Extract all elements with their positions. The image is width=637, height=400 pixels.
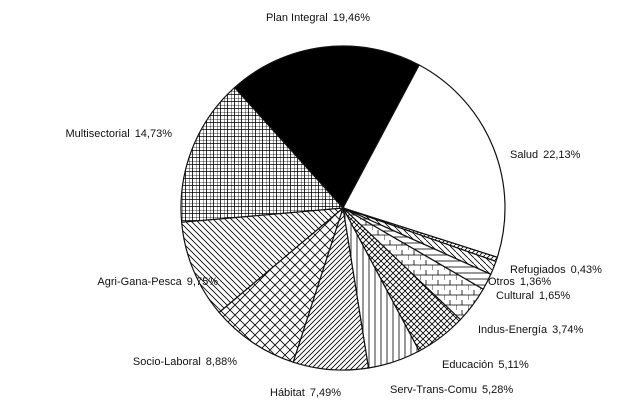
slice-label: Socio-Laboral 8,88% — [133, 356, 237, 368]
pie-slice — [342, 64, 506, 259]
category-name: Refugiados — [510, 264, 566, 276]
slice-label: Multisectorial 14,73% — [66, 128, 173, 140]
slice-label: Plan Integral 19,46% — [266, 12, 370, 24]
slice-label: Cultural 1,65% — [496, 290, 570, 302]
category-name: Socio-Laboral — [133, 356, 201, 368]
value-label: 1,36% — [520, 276, 551, 288]
value-label: 22,13% — [543, 149, 581, 161]
slice-label: Educación 5,11% — [442, 359, 529, 371]
pie-slice — [180, 207, 345, 314]
category-name: Multisectorial — [66, 128, 130, 140]
category-name: Plan Integral — [266, 12, 328, 24]
category-name: Serv-Trans-Comu — [390, 384, 477, 396]
pie-slice — [218, 206, 345, 363]
slice-label: Salud 22,13% — [510, 149, 581, 161]
pie-slice — [233, 45, 420, 210]
value-label: 8,88% — [206, 356, 237, 368]
slice-label: Hábitat 7,49% — [270, 387, 341, 399]
value-label: 14,73% — [135, 128, 173, 140]
category-name: Agri-Gana-Pesca — [97, 276, 182, 288]
slice-label: Agri-Gana-Pesca 9,75% — [97, 276, 218, 288]
value-label: 0,43% — [571, 264, 602, 276]
slice-label: Otros 1,36% — [488, 276, 551, 288]
category-name: Cultural — [496, 290, 534, 302]
value-label: 5,11% — [498, 359, 529, 371]
value-label: 3,74% — [552, 324, 583, 336]
value-label: 7,49% — [310, 387, 341, 399]
pie-slice — [180, 86, 345, 223]
category-name: Hábitat — [270, 387, 305, 399]
value-label: 5,28% — [482, 384, 513, 396]
category-name: Educación — [442, 359, 493, 371]
category-name: Otros — [488, 276, 515, 288]
category-name: Salud — [510, 149, 538, 161]
slice-label: Indus-Energía 3,74% — [478, 324, 584, 336]
value-label: 1,65% — [539, 290, 570, 302]
value-label: 19,46% — [333, 12, 371, 24]
slice-label: Refugiados 0,43% — [510, 264, 602, 276]
slice-label: Serv-Trans-Comu 5,28% — [390, 384, 513, 396]
value-label: 9,75% — [187, 276, 218, 288]
category-name: Indus-Energía — [478, 324, 548, 336]
